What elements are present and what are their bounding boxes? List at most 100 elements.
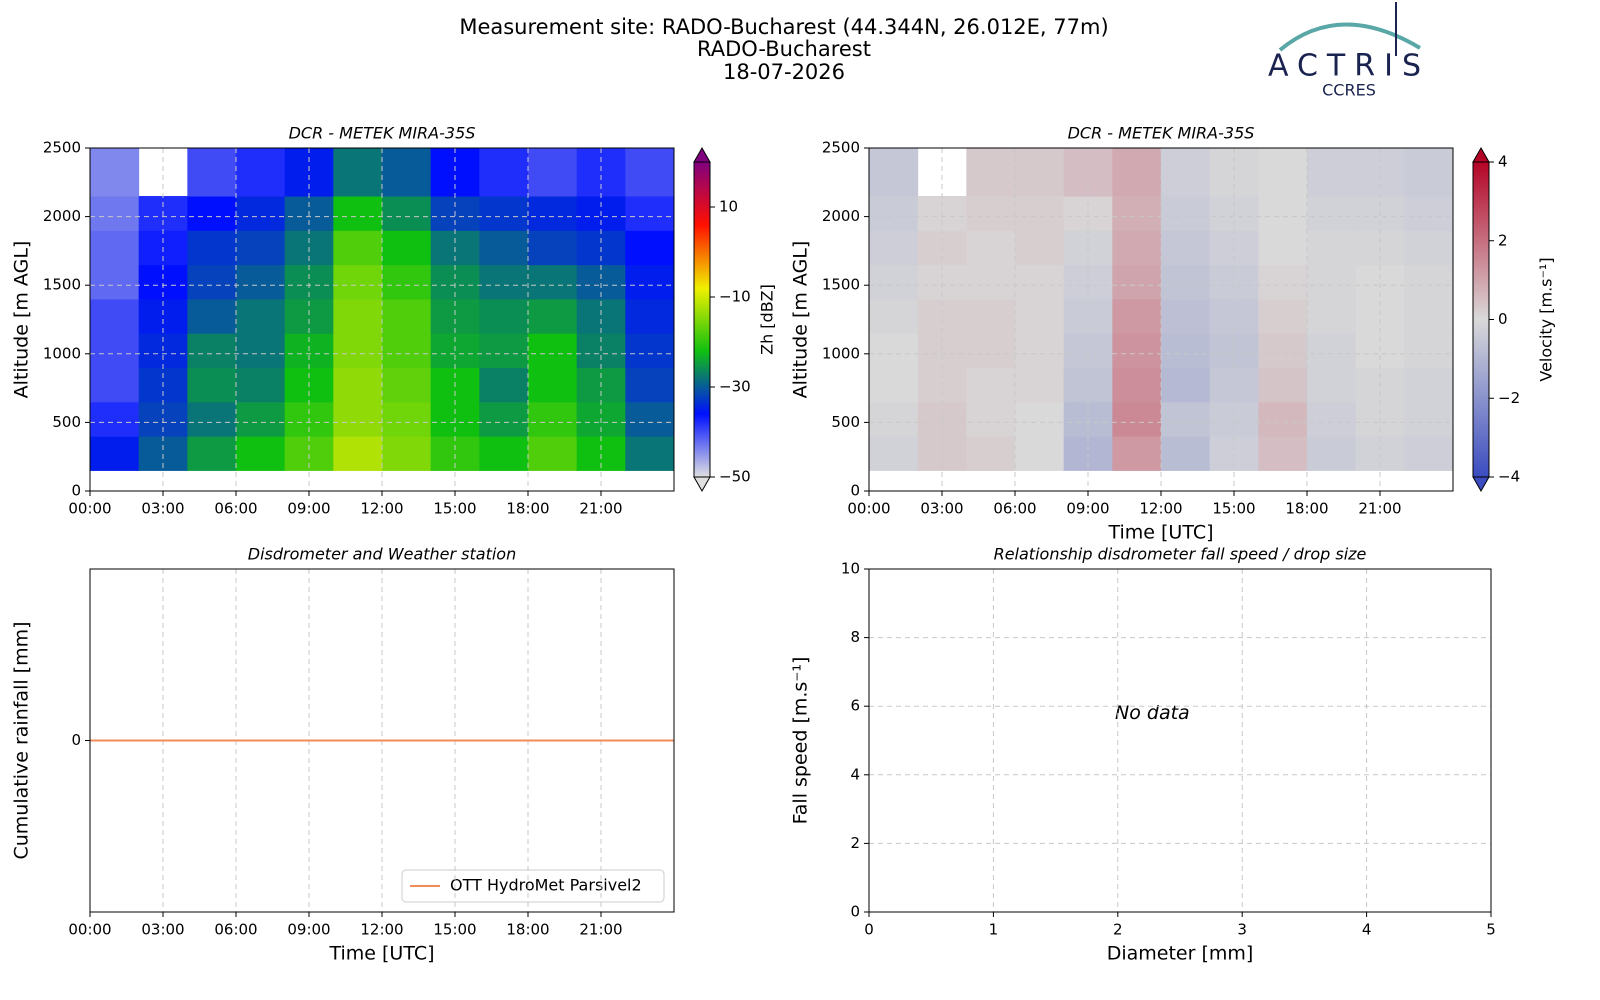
heat-cell <box>869 148 919 197</box>
x-tick-label: 09:00 <box>1066 500 1109 518</box>
heat-cell <box>479 401 529 437</box>
heat-cell <box>1112 333 1162 369</box>
heat-cell <box>869 298 919 334</box>
y-tick-label: 4 <box>850 765 860 783</box>
axes-title: Disdrometer and Weather station <box>248 545 516 564</box>
logo-arc <box>1278 22 1422 52</box>
x-axis-label: Time [UTC] <box>1107 522 1213 544</box>
x-tick-label: 12:00 <box>1139 500 1182 518</box>
heat-cell <box>1258 148 1308 197</box>
heat-cell <box>625 298 675 334</box>
heat-cell <box>1015 333 1065 369</box>
heat-cell <box>1258 264 1308 300</box>
heat-cell <box>90 230 140 266</box>
heat-cell <box>966 367 1016 403</box>
colorbar-extend-top <box>693 146 711 163</box>
heat-cell <box>382 436 432 471</box>
heat-cell <box>576 148 626 197</box>
x-tick-label: 18:00 <box>506 921 549 939</box>
figure-title: Measurement site: RADO-Bucharest (44.344… <box>459 15 1108 39</box>
heat-cell <box>1404 367 1454 403</box>
colorbar-tick-label: −2 <box>1498 389 1520 407</box>
heat-cell <box>236 436 286 471</box>
heat-cell <box>1015 436 1065 471</box>
heat-cell <box>1161 367 1211 403</box>
heat-cell <box>187 230 237 266</box>
x-axis-label: Time [UTC] <box>328 943 434 965</box>
heat-cell <box>1258 333 1308 369</box>
heat-cell <box>966 230 1016 266</box>
heat-cell <box>236 230 286 266</box>
heat-cell <box>1112 264 1162 300</box>
heat-cell <box>187 298 237 334</box>
heat-cell <box>1307 148 1357 197</box>
heat-cell <box>528 298 578 334</box>
heat-cell <box>236 367 286 403</box>
x-tick-label: 5 <box>1486 921 1496 939</box>
heat-cell <box>1404 196 1454 231</box>
plot-area <box>90 148 675 471</box>
heat-cell <box>479 298 529 334</box>
y-tick-label: 1500 <box>822 276 860 294</box>
axes-title: Relationship disdrometer fall speed / dr… <box>994 545 1367 564</box>
heat-cell <box>1015 401 1065 437</box>
logo: ACTRIS CCRES <box>1268 2 1430 100</box>
figure-subtitle: RADO-Bucharest <box>697 37 871 61</box>
x-axis-label: Diameter [mm] <box>1107 943 1254 965</box>
heat-cell <box>187 148 237 197</box>
heat-cell <box>1307 401 1357 437</box>
x-tick-label: 12:00 <box>360 500 403 518</box>
heat-cell <box>236 333 286 369</box>
heat-cell <box>382 298 432 334</box>
x-tick-label: 18:00 <box>506 500 549 518</box>
heat-cell <box>966 401 1016 437</box>
colorbar-extend-bottom <box>693 476 711 493</box>
y-tick-label: 0 <box>850 903 860 921</box>
heat-cell <box>236 264 286 300</box>
heat-cell <box>1112 230 1162 266</box>
heat-cell <box>382 264 432 300</box>
heat-cell <box>479 196 529 231</box>
heat-cell <box>284 148 334 197</box>
figure-date: 18-07-2026 <box>723 60 845 84</box>
heat-cell <box>479 333 529 369</box>
heat-cell <box>382 148 432 197</box>
x-tick-label: 3 <box>1237 921 1247 939</box>
heat-cell <box>1015 148 1065 197</box>
logo-name: ACTRIS <box>1268 49 1430 84</box>
heat-cell <box>382 367 432 403</box>
y-tick-label: 1500 <box>43 276 81 294</box>
colorbar-extend-bottom <box>1472 476 1490 493</box>
heat-cell <box>1015 196 1065 231</box>
heat-cell <box>528 230 578 266</box>
y-tick-label: 6 <box>850 697 860 715</box>
heat-cell <box>1161 196 1211 231</box>
heat-cell <box>333 230 383 266</box>
heat-cell <box>1015 298 1065 334</box>
heat-cell <box>869 264 919 300</box>
heat-cell <box>479 230 529 266</box>
x-tick-label: 21:00 <box>579 500 622 518</box>
heat-cell <box>479 436 529 471</box>
heat-cell <box>1161 298 1211 334</box>
heat-cell <box>479 148 529 197</box>
colorbar-tick-label: 2 <box>1498 231 1508 249</box>
heat-cell <box>1161 436 1211 471</box>
heat-cell <box>187 264 237 300</box>
heat-cell <box>1112 401 1162 437</box>
heat-cell <box>90 367 140 403</box>
heat-cell <box>90 401 140 437</box>
heat-cell <box>236 401 286 437</box>
heat-cell <box>1112 298 1162 334</box>
x-tick-label: 15:00 <box>433 500 476 518</box>
heat-cell <box>333 401 383 437</box>
x-tick-label: 21:00 <box>579 921 622 939</box>
heat-cell <box>1112 367 1162 403</box>
x-tick-label: 12:00 <box>360 921 403 939</box>
heat-cell <box>187 436 237 471</box>
heat-cell <box>333 367 383 403</box>
colorbar <box>693 161 711 478</box>
heat-cell <box>187 333 237 369</box>
axes-frame <box>89 568 675 913</box>
